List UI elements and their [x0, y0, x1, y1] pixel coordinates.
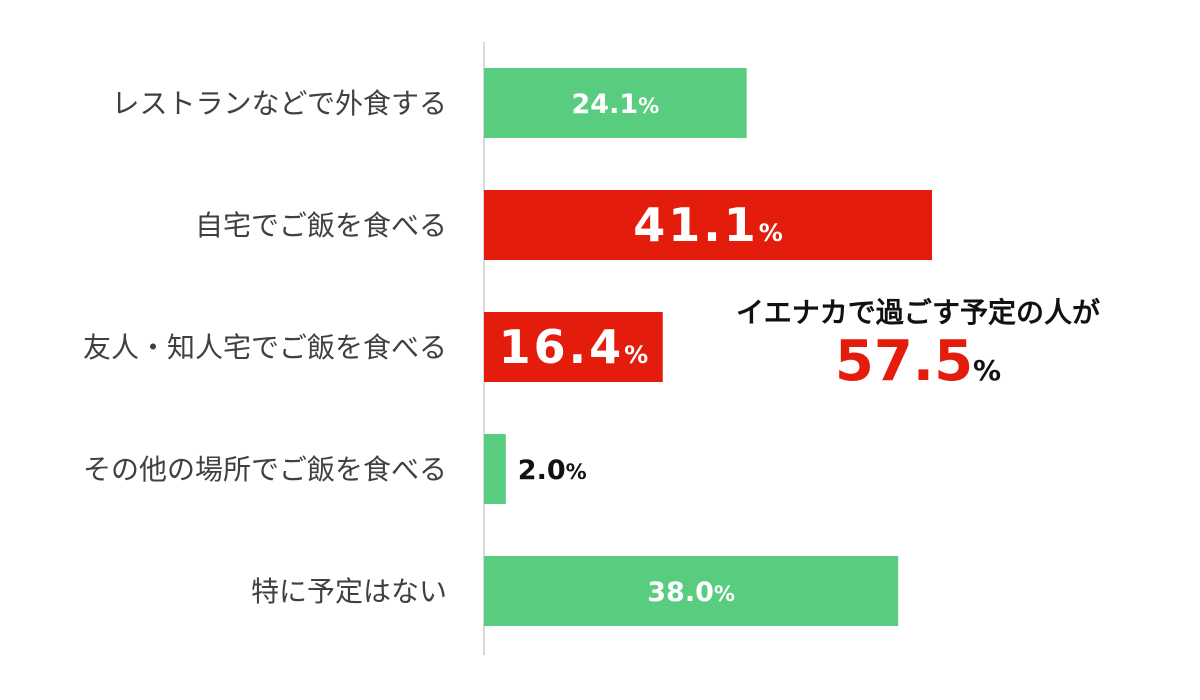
bars-layer	[484, 68, 932, 626]
bar	[484, 190, 932, 260]
labels-layer: レストランなどで外食する 24.1% 自宅でご飯を食べる 41.1% 友人・知人宅でご飯…	[83, 87, 783, 608]
data-label-number: 41.1	[633, 198, 759, 252]
category-label: 友人・知人宅でご飯を食べる	[83, 331, 447, 364]
callout-title: イエナカで過ごす予定の人が	[736, 296, 1100, 329]
category-label: レストランなどで外食する	[112, 87, 447, 120]
category-label: 特に予定はない	[251, 575, 447, 608]
bar	[484, 556, 899, 626]
category-label: その他の場所でご飯を食べる	[83, 453, 447, 486]
data-label-unit: %	[714, 582, 735, 606]
data-label-number: 16.4	[499, 320, 625, 374]
data-label-unit: %	[759, 219, 783, 247]
callout-annotation: イエナカで過ごす予定の人が 57.5%	[736, 296, 1100, 394]
data-label: 2.0%	[518, 455, 587, 486]
data-label: 41.1%	[633, 198, 783, 252]
bar	[484, 68, 747, 138]
data-label-unit: %	[566, 460, 587, 484]
callout-value: 57.5	[835, 329, 973, 394]
data-label: 24.1%	[572, 89, 660, 120]
data-label-unit: %	[624, 341, 648, 369]
bar	[484, 434, 506, 504]
data-label-number: 38.0	[647, 577, 714, 608]
data-label-number: 24.1	[572, 89, 639, 120]
data-label-number: 2.0	[518, 455, 566, 486]
callout-unit: %	[973, 354, 1001, 387]
category-label: 自宅でご飯を食べる	[195, 209, 447, 242]
data-label: 16.4%	[499, 320, 649, 374]
data-label-unit: %	[638, 94, 659, 118]
data-label: 38.0%	[647, 577, 735, 608]
bar	[484, 312, 663, 382]
callout-figure: 57.5%	[835, 329, 1001, 394]
